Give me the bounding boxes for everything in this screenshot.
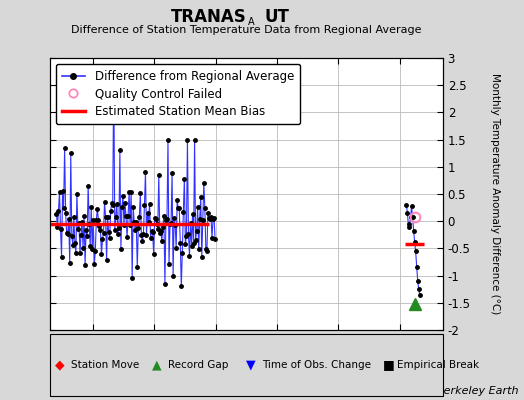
Text: ▼: ▼ bbox=[246, 358, 256, 372]
Legend: Difference from Regional Average, Quality Control Failed, Estimated Station Mean: Difference from Regional Average, Qualit… bbox=[56, 64, 300, 124]
Text: TRANAS: TRANAS bbox=[170, 8, 246, 26]
Difference from Regional Average bbox=[120, 194, 126, 198]
Text: Empirical Break: Empirical Break bbox=[397, 360, 479, 370]
Text: UT: UT bbox=[265, 8, 289, 26]
Text: A: A bbox=[248, 17, 255, 27]
Line: Difference from Regional Average: Difference from Regional Average bbox=[54, 70, 217, 288]
Text: Time of Obs. Change: Time of Obs. Change bbox=[262, 360, 371, 370]
Difference from Regional Average bbox=[148, 228, 155, 233]
Text: ◆: ◆ bbox=[55, 358, 64, 372]
Text: Record Gap: Record Gap bbox=[168, 360, 228, 370]
Difference from Regional Average bbox=[164, 216, 170, 221]
Text: Station Move: Station Move bbox=[71, 360, 139, 370]
Difference from Regional Average bbox=[111, 69, 117, 74]
Difference from Regional Average bbox=[178, 284, 184, 289]
Difference from Regional Average bbox=[114, 201, 120, 206]
Difference from Regional Average bbox=[183, 233, 190, 238]
Text: ■: ■ bbox=[383, 358, 394, 372]
Difference from Regional Average bbox=[93, 218, 100, 222]
Text: Berkeley Earth: Berkeley Earth bbox=[436, 386, 519, 396]
Text: ▲: ▲ bbox=[152, 358, 161, 372]
Text: Difference of Station Temperature Data from Regional Average: Difference of Station Temperature Data f… bbox=[71, 25, 421, 35]
Y-axis label: Monthly Temperature Anomaly Difference (°C): Monthly Temperature Anomaly Difference (… bbox=[490, 73, 500, 315]
Difference from Regional Average bbox=[53, 211, 60, 216]
Difference from Regional Average bbox=[212, 236, 218, 241]
